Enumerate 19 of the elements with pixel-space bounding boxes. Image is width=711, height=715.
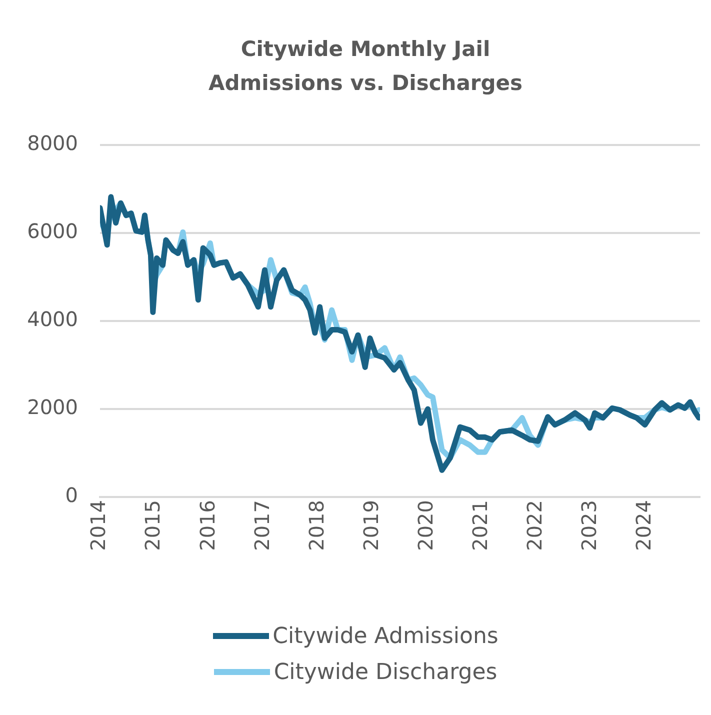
- legend-label: Citywide Admissions: [272, 624, 498, 648]
- y-tick-label: 4000: [27, 307, 78, 332]
- x-tick-label: 2018: [304, 500, 328, 551]
- x-tick-label: 2015: [140, 500, 165, 551]
- x-tick-label: 2014: [86, 500, 110, 551]
- x-tick-label: 2021: [468, 500, 492, 551]
- y-tick-label: 2000: [27, 395, 78, 420]
- x-tick-label: 2016: [195, 500, 220, 551]
- x-tick-label: 2023: [577, 500, 602, 551]
- x-tick-label: 2024: [632, 500, 656, 551]
- x-tick-label: 2022: [522, 500, 547, 551]
- x-tick-label: 2017: [250, 500, 274, 551]
- legend-label: Citywide Discharges: [274, 660, 498, 684]
- y-tick-label: 0: [65, 483, 78, 508]
- y-tick-label: 8000: [27, 131, 78, 156]
- x-tick-label: 2020: [413, 500, 438, 551]
- x-tick-label: 2019: [358, 500, 383, 551]
- y-tick-label: 6000: [27, 219, 78, 244]
- chart-title: Citywide Monthly Jail Admissions vs. Discharges: [207, 36, 524, 97]
